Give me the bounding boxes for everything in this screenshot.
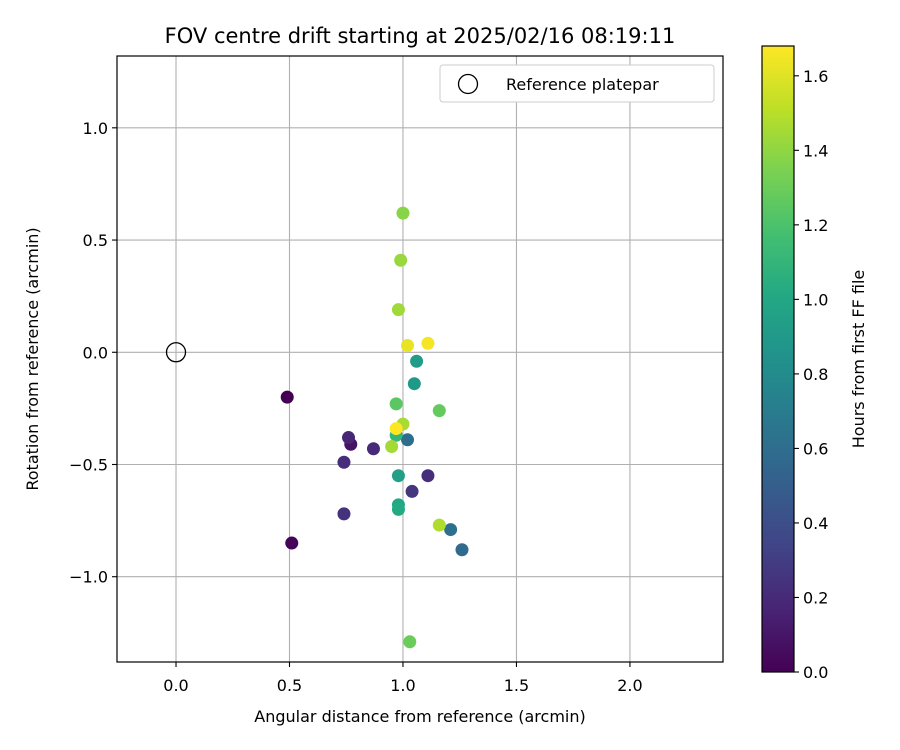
colorbar-tick-label: 1.0	[803, 290, 828, 309]
data-point	[389, 422, 403, 436]
data-point	[385, 440, 399, 454]
data-point	[455, 543, 469, 557]
reference-platepar-marker	[165, 342, 187, 363]
x-tick-label: 0.0	[163, 676, 188, 695]
data-point	[405, 484, 419, 498]
legend-marker-reference	[457, 73, 479, 95]
data-point	[432, 404, 446, 418]
data-point	[366, 442, 380, 456]
x-axis: 0.0 0.5 1.0 1.5 2.0	[163, 662, 643, 695]
plot-frame	[116, 55, 724, 663]
colorbar-gradient	[762, 46, 794, 672]
data-point	[337, 455, 351, 469]
data-point	[432, 518, 446, 532]
y-axis-label: Rotation from reference (arcmin)	[23, 227, 42, 490]
data-point	[421, 469, 435, 483]
colorbar-ticks: 0.0 0.2 0.4 0.6 0.8 1.0 1.2 1.4 1.6	[794, 67, 828, 682]
colorbar-tick-label: 0.4	[803, 514, 828, 533]
data-point	[421, 336, 435, 350]
colorbar: 0.0 0.2 0.4 0.6 0.8 1.0 1.2 1.4 1.6 Hours from f…	[761, 45, 868, 682]
y-tick-label: −1.0	[69, 568, 108, 587]
colorbar-tick-label: 0.6	[803, 439, 828, 458]
y-tick-label: 0.5	[83, 231, 108, 250]
data-point	[410, 354, 424, 368]
legend-box	[439, 64, 715, 103]
data-point	[396, 206, 410, 220]
colorbar-tick-label: 1.6	[803, 67, 828, 86]
grid	[117, 56, 723, 662]
data-point	[342, 431, 356, 445]
data-point	[444, 523, 458, 537]
colorbar-frame	[761, 45, 795, 673]
chart-title: FOV centre drift starting at 2025/02/16 …	[165, 24, 676, 48]
data-point	[394, 253, 408, 267]
legend: Reference platepar	[439, 64, 715, 103]
data-point	[285, 536, 299, 550]
x-tick-label: 2.0	[617, 676, 642, 695]
colorbar-tick-label: 1.4	[803, 141, 828, 160]
data-point	[403, 635, 417, 649]
colorbar-tick-label: 0.2	[803, 588, 828, 607]
legend-label-reference: Reference platepar	[506, 75, 659, 94]
colorbar-tick-label: 1.2	[803, 216, 828, 235]
data-point	[391, 502, 405, 516]
data-point	[391, 469, 405, 483]
y-tick-label: −0.5	[69, 455, 108, 474]
y-tick-label: 1.0	[83, 119, 108, 138]
data-point	[391, 303, 405, 317]
data-point	[389, 397, 403, 411]
x-tick-label: 1.0	[390, 676, 415, 695]
x-tick-label: 0.5	[277, 676, 302, 695]
data-point	[337, 507, 351, 521]
colorbar-label: Hours from first FF file	[849, 270, 868, 449]
y-tick-label: 0.0	[83, 343, 108, 362]
reference-marker-layer	[165, 342, 187, 363]
data-point	[407, 377, 421, 391]
colorbar-tick-label: 0.8	[803, 365, 828, 384]
y-axis: 1.0 0.5 0.0 −0.5 −1.0	[69, 119, 117, 587]
data-point	[401, 433, 415, 447]
data-point	[280, 390, 294, 404]
x-axis-label: Angular distance from reference (arcmin)	[254, 707, 585, 726]
data-points	[280, 206, 469, 649]
x-tick-label: 1.5	[504, 676, 529, 695]
colorbar-tick-label: 0.0	[803, 663, 828, 682]
data-point	[401, 339, 415, 353]
